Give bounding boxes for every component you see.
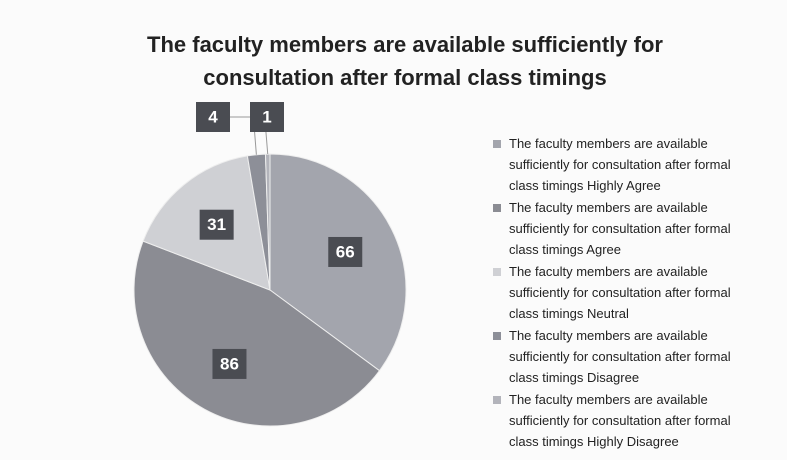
- legend-label: The faculty members are available suffic…: [509, 136, 731, 193]
- data-label-box: [199, 209, 234, 240]
- data-label: 1: [262, 108, 271, 127]
- legend-swatch: [493, 268, 501, 276]
- legend-item: The faculty members are available suffic…: [493, 133, 763, 196]
- legend-item: The faculty members are available suffic…: [493, 325, 763, 388]
- chart-title: consultation after formal class timings: [203, 65, 606, 90]
- legend-label: The faculty members are available suffic…: [509, 200, 731, 257]
- legend-item: The faculty members are available suffic…: [493, 389, 763, 452]
- legend-label: The faculty members are available suffic…: [509, 264, 731, 321]
- legend: The faculty members are available suffic…: [493, 133, 763, 453]
- legend-swatch: [493, 396, 501, 404]
- pie-slice: [264, 153, 271, 291]
- legend-swatch: [493, 140, 501, 148]
- data-label: 31: [207, 215, 226, 234]
- legend-label: The faculty members are available suffic…: [509, 328, 731, 385]
- data-label-box: [250, 102, 284, 132]
- data-label-box: [212, 348, 247, 379]
- legend-swatch: [493, 332, 501, 340]
- data-label-box: [328, 236, 363, 267]
- legend-item: The faculty members are available suffic…: [493, 197, 763, 260]
- chart-title: The faculty members are available suffic…: [147, 32, 663, 57]
- data-label: 66: [336, 242, 355, 261]
- legend-swatch: [493, 204, 501, 212]
- data-label: 86: [220, 354, 239, 373]
- pie-slice: [133, 240, 381, 427]
- legend-item: The faculty members are available suffic…: [493, 261, 763, 324]
- data-label-box: [196, 102, 230, 132]
- legend-label: The faculty members are available suffic…: [509, 392, 731, 449]
- data-label: 4: [208, 108, 218, 127]
